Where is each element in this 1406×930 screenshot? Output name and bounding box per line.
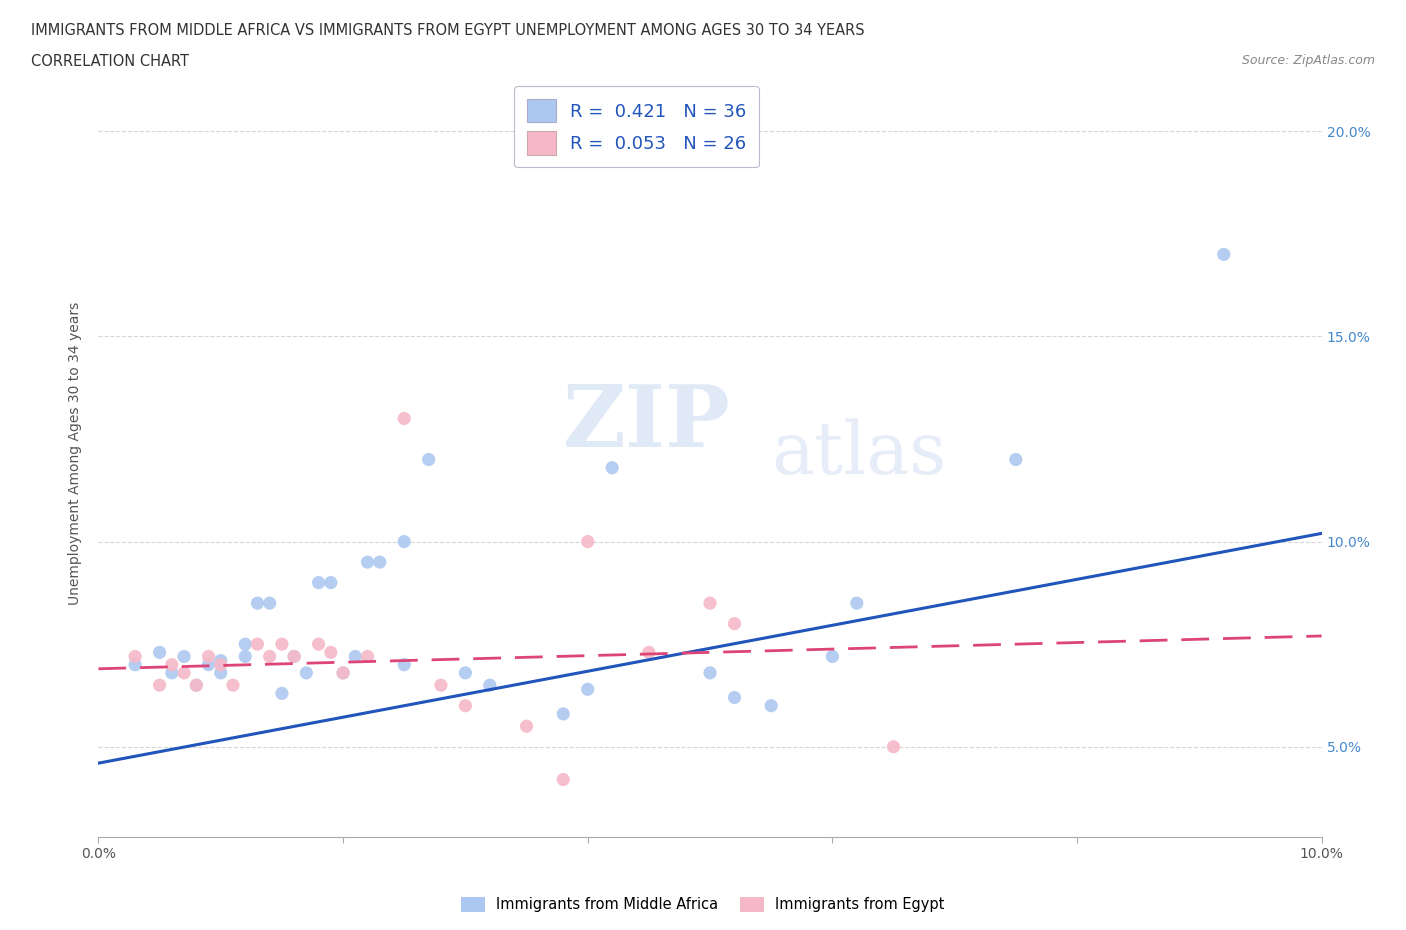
Text: Source: ZipAtlas.com: Source: ZipAtlas.com bbox=[1241, 54, 1375, 67]
Point bbox=[283, 649, 305, 664]
Point bbox=[186, 678, 208, 693]
Point bbox=[149, 678, 172, 693]
Point bbox=[160, 658, 183, 672]
Legend: Immigrants from Middle Africa, Immigrants from Egypt: Immigrants from Middle Africa, Immigrant… bbox=[456, 891, 950, 918]
Point bbox=[246, 596, 269, 611]
Text: CORRELATION CHART: CORRELATION CHART bbox=[31, 54, 188, 69]
Point bbox=[356, 649, 378, 664]
Point bbox=[430, 678, 453, 693]
Point bbox=[392, 411, 416, 426]
Point bbox=[319, 575, 342, 590]
Point bbox=[222, 678, 245, 693]
Point bbox=[392, 534, 416, 549]
Point bbox=[723, 690, 745, 705]
Legend: R =  0.421   N = 36, R =  0.053   N = 26: R = 0.421 N = 36, R = 0.053 N = 26 bbox=[515, 86, 759, 167]
Point bbox=[283, 649, 305, 664]
Point bbox=[845, 596, 868, 611]
Point bbox=[454, 698, 477, 713]
Y-axis label: Unemployment Among Ages 30 to 34 years: Unemployment Among Ages 30 to 34 years bbox=[69, 301, 83, 605]
Point bbox=[332, 666, 354, 681]
Point bbox=[308, 637, 330, 652]
Point bbox=[600, 460, 623, 475]
Point bbox=[478, 678, 501, 693]
Point bbox=[233, 649, 256, 664]
Point bbox=[186, 678, 208, 693]
Point bbox=[516, 719, 538, 734]
Point bbox=[209, 658, 232, 672]
Point bbox=[124, 649, 146, 664]
Point bbox=[197, 649, 219, 664]
Point bbox=[553, 772, 575, 787]
Point bbox=[699, 666, 721, 681]
Point bbox=[197, 658, 219, 672]
Point bbox=[1004, 452, 1026, 467]
Point bbox=[723, 617, 745, 631]
Point bbox=[124, 658, 146, 672]
Point bbox=[308, 575, 330, 590]
Text: atlas: atlas bbox=[772, 418, 946, 488]
Point bbox=[160, 666, 183, 681]
Point bbox=[173, 649, 195, 664]
Point bbox=[149, 644, 172, 659]
Point bbox=[233, 637, 256, 652]
Text: IMMIGRANTS FROM MIDDLE AFRICA VS IMMIGRANTS FROM EGYPT UNEMPLOYMENT AMONG AGES 3: IMMIGRANTS FROM MIDDLE AFRICA VS IMMIGRA… bbox=[31, 23, 865, 38]
Point bbox=[883, 739, 905, 754]
Point bbox=[209, 666, 232, 681]
Point bbox=[576, 682, 599, 697]
Point bbox=[821, 649, 844, 664]
Point bbox=[356, 554, 378, 569]
Point bbox=[259, 596, 281, 611]
Point bbox=[270, 637, 292, 652]
Point bbox=[259, 649, 281, 664]
Point bbox=[270, 686, 292, 701]
Point bbox=[553, 707, 575, 722]
Point bbox=[454, 666, 477, 681]
Point bbox=[637, 644, 661, 659]
Point bbox=[418, 452, 440, 467]
Point bbox=[392, 658, 416, 672]
Point bbox=[759, 698, 782, 713]
Point bbox=[699, 596, 721, 611]
Point bbox=[332, 666, 354, 681]
Point bbox=[246, 637, 269, 652]
Point bbox=[368, 554, 391, 569]
Point bbox=[209, 653, 232, 668]
Point bbox=[173, 666, 195, 681]
Text: ZIP: ZIP bbox=[564, 380, 731, 465]
Point bbox=[344, 649, 367, 664]
Point bbox=[295, 666, 318, 681]
Point bbox=[1212, 247, 1234, 262]
Point bbox=[576, 534, 599, 549]
Point bbox=[319, 644, 342, 659]
